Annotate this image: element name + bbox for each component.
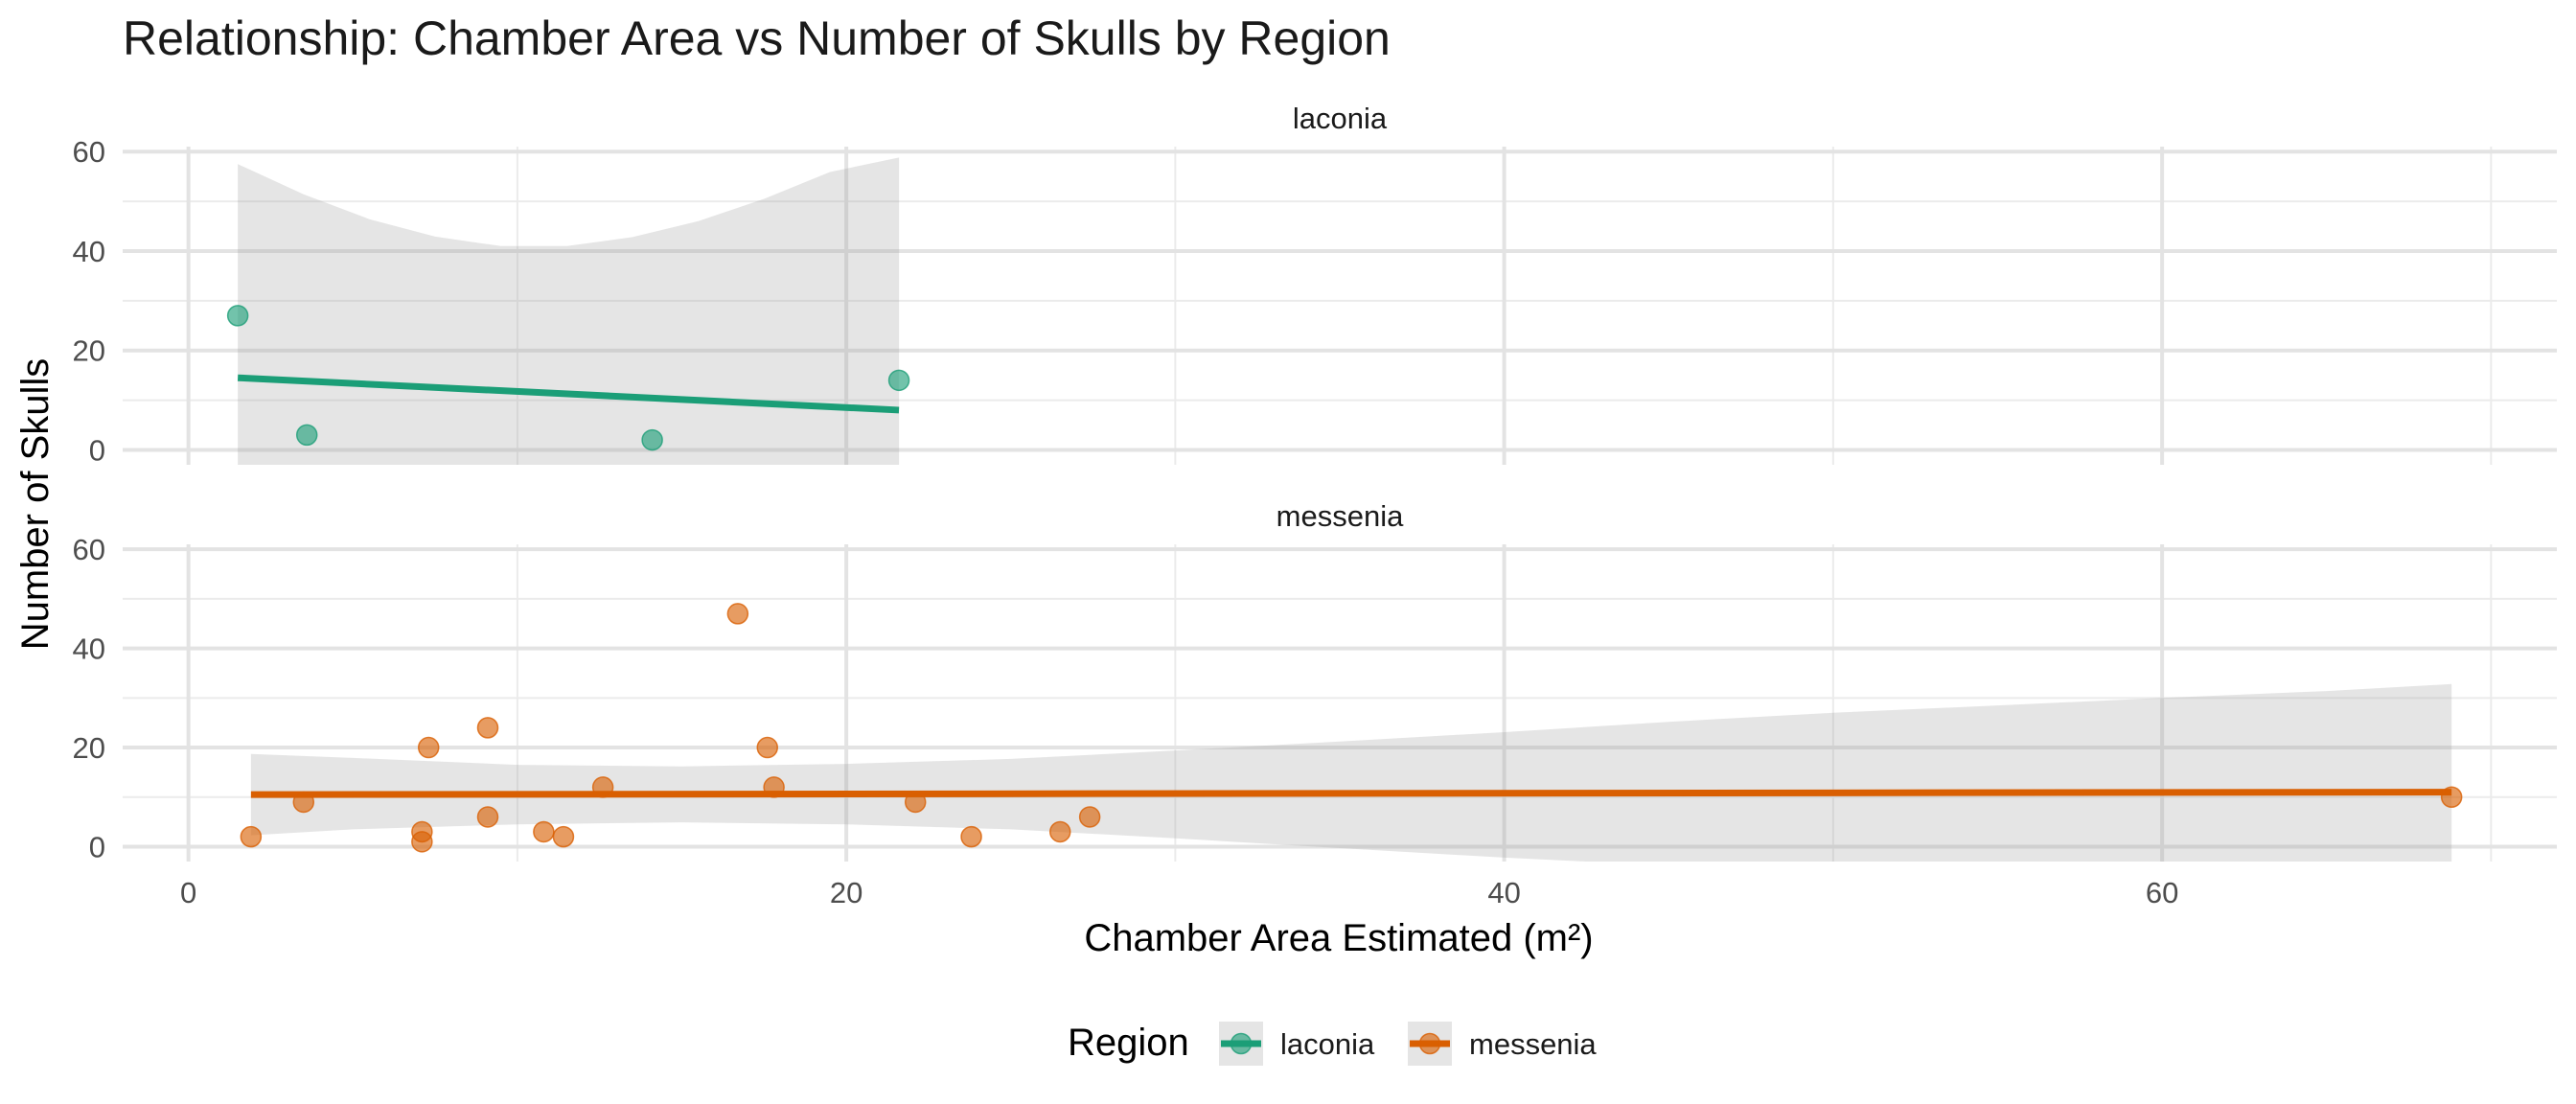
facet-panels: laconia 0 20 40 60 messenia 0 20 40 60 bbox=[73, 102, 2557, 863]
data-point-messenia bbox=[726, 603, 749, 625]
data-point-messenia bbox=[591, 776, 614, 798]
data-point-messenia bbox=[904, 791, 927, 814]
trend-line-messenia bbox=[250, 789, 2452, 798]
data-point-messenia bbox=[476, 717, 499, 739]
x-tick-label: 60 bbox=[2146, 876, 2178, 909]
data-point-messenia bbox=[476, 806, 499, 828]
data-point-laconia bbox=[226, 305, 249, 327]
data-point-messenia bbox=[763, 776, 785, 798]
x-tick-label: 20 bbox=[830, 876, 862, 909]
data-point-messenia bbox=[756, 736, 779, 759]
data-point-messenia bbox=[1078, 806, 1101, 828]
confidence-band-laconia bbox=[238, 157, 900, 465]
legend-key-point bbox=[1230, 1032, 1253, 1055]
legend-title: Region bbox=[1068, 1022, 1189, 1064]
y-tick-label: 20 bbox=[73, 731, 105, 765]
y-tick-label: 0 bbox=[89, 830, 105, 863]
data-point-messenia bbox=[411, 820, 433, 843]
data-point-laconia bbox=[887, 369, 910, 392]
x-axis-ticks: 0 20 40 60 bbox=[180, 876, 2178, 909]
y-tick-label: 60 bbox=[73, 135, 105, 169]
data-point-messenia bbox=[292, 791, 315, 814]
panel-laconia: laconia 0 20 40 60 bbox=[73, 102, 2557, 467]
panel-messenia: messenia 0 20 40 60 bbox=[73, 499, 2557, 863]
facet-label-laconia: laconia bbox=[1293, 102, 1388, 135]
y-tick-label: 40 bbox=[73, 235, 105, 268]
y-tick-label: 0 bbox=[89, 433, 105, 467]
legend-key-point bbox=[1418, 1032, 1441, 1055]
data-point-messenia bbox=[417, 736, 440, 759]
data-point-messenia bbox=[240, 825, 263, 848]
data-point-messenia bbox=[960, 825, 982, 848]
y-tick-label: 20 bbox=[73, 334, 105, 368]
y-axis-title: Number of Skulls bbox=[14, 358, 57, 651]
facet-label-messenia: messenia bbox=[1276, 499, 1404, 533]
confidence-band-messenia bbox=[250, 683, 2452, 862]
chart-title: Relationship: Chamber Area vs Number of … bbox=[123, 12, 1391, 65]
y-tick-label: 60 bbox=[73, 533, 105, 566]
legend: Region laconia messenia bbox=[1068, 1022, 1597, 1066]
data-point-messenia bbox=[1048, 820, 1071, 843]
legend-item-laconia: laconia bbox=[1219, 1022, 1375, 1066]
x-tick-label: 0 bbox=[180, 876, 196, 909]
x-tick-label: 40 bbox=[1487, 876, 1520, 909]
data-point-messenia bbox=[552, 825, 575, 848]
legend-item-messenia: messenia bbox=[1408, 1022, 1597, 1066]
data-point-laconia bbox=[641, 428, 663, 451]
legend-label: laconia bbox=[1280, 1027, 1375, 1061]
data-point-messenia bbox=[533, 820, 555, 843]
trend-line-laconia bbox=[237, 374, 900, 414]
x-axis-title: Chamber Area Estimated (m²) bbox=[1084, 917, 1593, 959]
data-point-laconia bbox=[295, 424, 318, 447]
legend-label: messenia bbox=[1469, 1027, 1597, 1061]
y-tick-label: 40 bbox=[73, 632, 105, 666]
data-point-messenia bbox=[2440, 786, 2463, 809]
